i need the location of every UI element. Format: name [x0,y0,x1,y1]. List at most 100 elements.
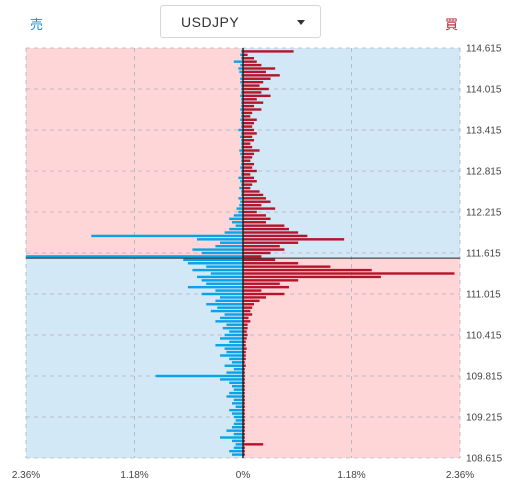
sell-bar [233,432,243,436]
sell-bar [206,282,243,285]
sell-bar [241,125,243,128]
sell-bar [220,296,243,299]
sell-bar [241,84,243,87]
buy-bar [243,125,253,128]
buy-bar [243,217,271,221]
buy-bar [243,231,299,234]
y-tick-label: 114.015 [466,85,502,96]
x-tick-label: 0% [236,470,251,481]
buy-bar [243,152,255,156]
sell-bar [241,142,243,145]
sell-bar [231,402,243,405]
sell-bar [210,272,243,275]
buy-bar [243,128,255,132]
buy-bar [243,190,260,193]
buy-bar [243,149,260,152]
sell-bar [238,197,243,200]
buy-bar [243,306,253,309]
sell-bar [241,111,243,115]
sell-bar [240,152,243,156]
sell-bar [240,118,243,121]
sell-bar [197,238,243,241]
sell-bar [239,149,243,152]
sell-bar [241,91,243,94]
sell-bar [238,67,243,70]
sell-bar [155,374,243,378]
buy-bar [243,108,262,111]
sell-bar [220,241,243,244]
y-tick-label: 110.415 [466,331,502,342]
sell-bar [91,234,243,238]
buy-bar [243,63,262,67]
buy-bar [243,364,246,367]
buy-bar [243,449,245,453]
buy-bar [243,94,271,98]
buy-bar [243,337,247,340]
sell-bar [233,214,243,217]
buy-bar [243,333,248,337]
sell-bar [241,183,243,186]
sell-bar [238,176,243,180]
buy-bar [243,183,253,186]
sell-bar [241,139,243,142]
sell-bar [229,381,243,385]
sell-bar [231,426,243,429]
buy-bar [243,320,251,323]
buy-bar [243,258,276,262]
buy-bar [243,398,245,402]
sell-bar [240,80,243,84]
sell-bar [241,132,243,135]
currency-pair-value: USDJPY [181,14,240,30]
buy-bar [243,361,245,364]
sell-bar [233,398,243,402]
sell-bar [26,255,243,258]
buy-bar [243,159,251,162]
buy-label: 買 [445,17,459,32]
buy-bar [243,142,251,145]
x-tick-label: 1.18% [337,470,365,481]
buy-bar [243,272,455,275]
currency-pair-select[interactable]: USDJPY [160,5,321,38]
buy-bar [243,115,251,118]
y-tick-label: 109.815 [466,372,503,383]
buy-bar [243,248,285,251]
sell-bar [240,180,243,183]
sell-bar [235,419,243,422]
buy-bar [243,101,264,104]
sell-bar [229,330,243,333]
sell-bar [241,57,243,60]
buy-bar [243,395,245,398]
sell-bar [240,63,243,67]
sell-bar [240,166,243,169]
buy-bar [243,111,253,115]
sell-bar [231,439,243,443]
sell-bar [240,53,243,57]
sell-bar [222,326,243,330]
buy-bar [243,385,245,388]
sell-bar [241,173,243,176]
buy-bar [243,203,262,207]
buy-bar [243,296,266,299]
buy-bar [243,98,257,101]
buy-bar [243,162,255,166]
y-tick-label: 111.015 [466,290,501,301]
y-tick-label: 111.615 [466,249,501,260]
sell-bar [241,74,243,77]
sell-bar [224,313,243,316]
sell-bar [239,203,243,207]
sell-bar [235,405,243,408]
buy-bar [243,330,247,333]
sell-bar [241,115,243,118]
buy-bar [243,265,331,268]
buy-bar [243,186,251,190]
buy-bar [243,282,280,285]
sell-bar [187,262,243,265]
buy-bar [243,429,245,432]
buy-bar [243,169,257,173]
buy-bar [243,238,345,241]
x-tick-label: 2.36% [12,470,40,481]
sell-bar [241,121,243,125]
sell-bar [201,292,243,296]
buy-bar [243,80,264,84]
buy-bar [243,193,264,197]
